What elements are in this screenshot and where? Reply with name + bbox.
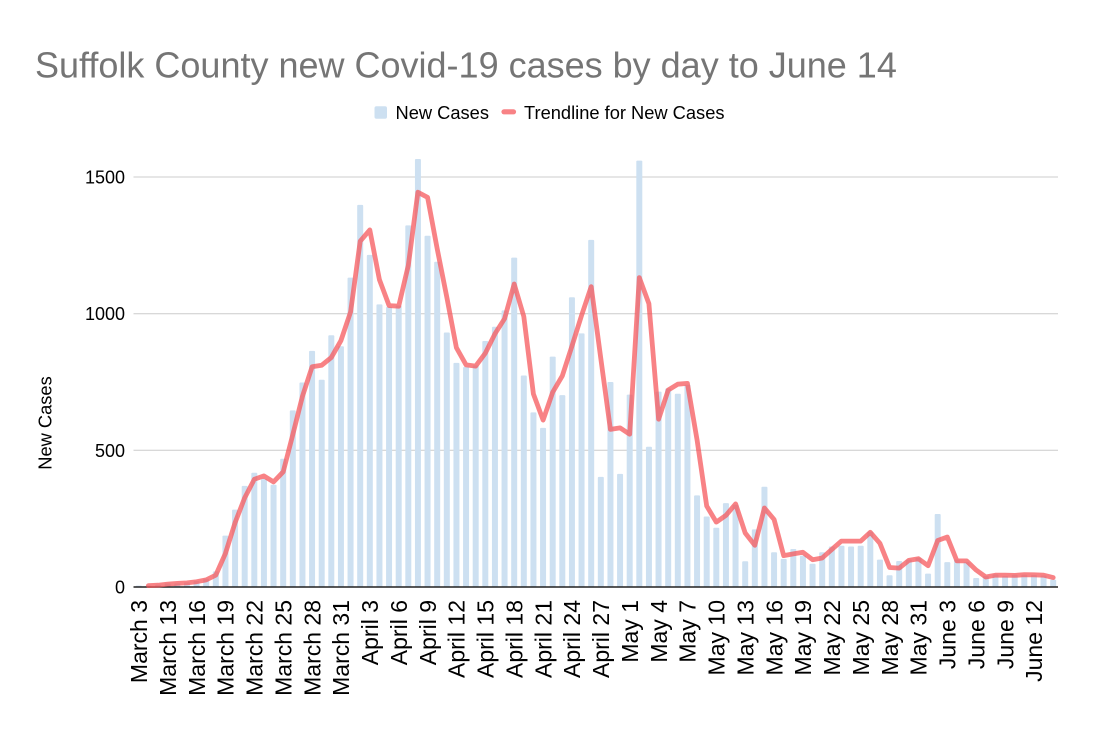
svg-text:0: 0 [115,578,125,598]
svg-text:June 9: June 9 [992,600,1018,669]
svg-text:June 3: June 3 [935,600,961,669]
svg-text:March 25: March 25 [270,600,296,696]
svg-text:April 27: April 27 [588,600,614,678]
svg-text:May 19: May 19 [790,600,816,675]
svg-text:March 22: March 22 [242,600,268,696]
svg-text:June 12: June 12 [1021,600,1047,682]
svg-text:April 15: April 15 [473,600,499,678]
svg-text:March 28: March 28 [299,600,325,696]
svg-text:March 3: March 3 [126,600,152,683]
svg-text:New Cases: New Cases [35,376,56,469]
svg-text:May 25: May 25 [848,600,874,675]
svg-text:June 6: June 6 [963,600,989,669]
svg-text:March 16: March 16 [184,600,210,696]
svg-text:May 28: May 28 [877,600,903,675]
svg-text:April 18: April 18 [501,600,527,678]
svg-text:March 13: March 13 [155,600,181,696]
svg-text:April 24: April 24 [559,600,585,678]
svg-text:April 21: April 21 [530,600,556,678]
svg-text:May 16: May 16 [761,600,787,675]
svg-text:April 12: April 12 [444,600,470,678]
svg-text:1500: 1500 [85,168,125,188]
svg-text:May 22: May 22 [819,600,845,675]
svg-text:May 13: May 13 [732,600,758,675]
svg-text:500: 500 [95,441,125,461]
svg-text:April 6: April 6 [386,600,412,665]
svg-text:April 3: April 3 [357,600,383,665]
svg-text:March 19: March 19 [213,600,239,696]
svg-text:New Cases: New Cases [396,102,489,123]
svg-text:May 1: May 1 [617,600,643,663]
svg-text:May 31: May 31 [906,600,932,675]
svg-text:1000: 1000 [85,304,125,324]
svg-text:Trendline for New Cases: Trendline for New Cases [524,102,725,123]
svg-text:May 10: May 10 [704,600,730,675]
svg-text:May 7: May 7 [675,600,701,663]
svg-text:March 31: March 31 [328,600,354,696]
svg-text:May 4: May 4 [646,600,672,663]
svg-text:April 9: April 9 [415,600,441,665]
svg-text:Suffolk County new Covid-19 ca: Suffolk County new Covid-19 cases by day… [35,45,897,86]
